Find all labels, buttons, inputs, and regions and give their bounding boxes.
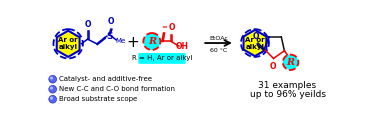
Text: Broad substrate scope: Broad substrate scope [59,96,137,102]
Text: Me: Me [116,38,126,44]
Text: S: S [106,32,113,41]
Circle shape [50,87,53,90]
Text: 60 °C: 60 °C [210,48,227,53]
Text: New C-C and C-O bond formation: New C-C and C-O bond formation [59,86,175,92]
Text: Ar or
alkyl: Ar or alkyl [58,37,78,50]
Polygon shape [243,30,266,56]
Text: =: = [161,24,167,30]
Circle shape [50,77,53,80]
Text: O: O [270,62,276,71]
Text: O: O [108,17,115,26]
Text: O: O [85,20,91,29]
Text: O: O [253,32,259,41]
Text: up to 96% yeilds: up to 96% yeilds [249,90,325,99]
Circle shape [49,95,57,103]
Circle shape [49,85,57,93]
Circle shape [50,96,53,100]
Text: R: R [148,37,156,46]
Text: Catalyst- and additive-free: Catalyst- and additive-free [59,76,152,82]
Text: R = H, Ar or alkyl: R = H, Ar or alkyl [132,55,192,61]
Text: R: R [287,58,295,67]
Text: Ar or
alkyl: Ar or alkyl [245,37,265,50]
Circle shape [143,33,160,50]
Circle shape [49,75,57,83]
Text: EtOAc: EtOAc [209,36,228,42]
Circle shape [283,55,298,70]
FancyBboxPatch shape [138,53,186,64]
Text: +: + [126,35,139,50]
Text: 31 examples: 31 examples [259,81,316,90]
Text: O: O [168,23,175,32]
Text: OH: OH [176,42,189,51]
Polygon shape [57,31,80,57]
